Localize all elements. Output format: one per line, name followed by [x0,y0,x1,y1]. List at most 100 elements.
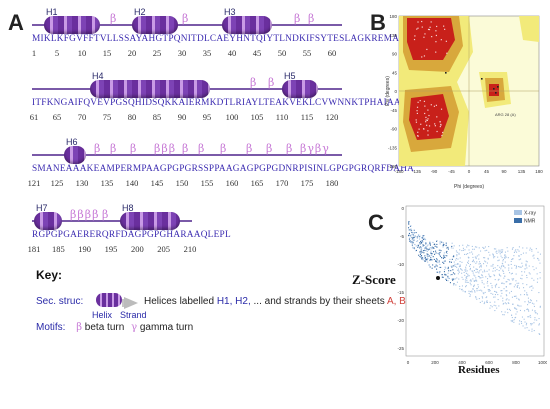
phi-tick-label: -45 [448,169,455,174]
xray-point [483,269,485,271]
xray-point [510,260,512,262]
xray-point [521,322,523,324]
residue-point [435,41,437,43]
nmr-point [431,259,433,261]
residue-number: 61 [29,112,39,122]
nmr-point [445,251,447,253]
xray-point [494,310,496,312]
residue-number: 120 [325,112,339,122]
xray-point [447,272,449,274]
xray-point [511,314,513,316]
xray-point [475,256,477,258]
xray-point [410,241,412,243]
xray-point [413,232,415,234]
xray-point [488,246,490,248]
xray-point [481,274,483,276]
xray-point [469,269,471,271]
xray-point [514,284,516,286]
xray-point [516,311,518,313]
xray-point [468,275,470,277]
residue-point [425,116,427,119]
panel-c-zscore-plot: 0 -5 -10 -15 -20 -25 0 200 400 600 800 1000 X-ray … [392,204,549,404]
phi-tick-label: -90 [431,169,438,174]
residue-point [417,101,419,103]
zscore-y-tick: -20 [397,318,404,323]
residue-point [436,130,438,133]
helix-h6 [64,146,86,164]
residue-number: 90 [177,112,187,122]
xray-point [523,287,525,289]
xray-point [486,270,488,272]
xray-point [496,292,498,294]
nmr-point [410,235,412,237]
zscore-svg: 0-5-10-15-20-25 0 200 400 600 800 1000 X-ray … [397,205,549,365]
xray-point [495,305,497,307]
xray-point [476,261,478,263]
xray-point [520,294,522,296]
nmr-point [445,242,447,244]
xray-point [459,257,461,259]
helix-label: H2 [134,7,146,17]
key-sec-struc-label: Sec. struc: [36,296,84,307]
xray-point [409,234,411,236]
xray-point [459,285,461,287]
nmr-point [429,243,431,245]
nmr-point [453,283,455,285]
zscore-x-tick: 1000 [538,360,547,365]
nmr-point [424,249,426,251]
nmr-point [438,253,440,255]
xray-point [494,294,496,296]
key-desc-helices: H1, H2, [216,296,251,307]
xray-point [514,295,516,297]
xray-point [473,280,475,282]
xray-point [459,261,461,263]
xray-point [435,258,437,260]
xray-point [445,255,447,257]
xray-point [539,306,541,308]
xray-point [458,270,460,272]
xray-point [520,305,522,307]
residue-point [436,116,438,118]
xray-point [519,320,521,322]
xray-point [513,251,515,253]
residue-number: 155 [200,178,214,188]
xray-point [489,307,491,309]
xray-point [445,243,447,245]
residue-point [426,48,428,51]
phi-tick-label: 135 [518,169,526,174]
xray-point [467,281,469,283]
key-helix-icon [96,293,122,307]
backbone-line [32,154,342,156]
nmr-point [419,251,421,253]
nmr-point [429,255,431,257]
residue-point [430,104,432,106]
xray-point [464,249,466,251]
xray-point [453,245,455,247]
xray-point [516,308,518,310]
nmr-point [452,272,454,274]
nmr-point [438,260,440,262]
xray-point [536,281,538,283]
xray-point [503,265,505,267]
xray-point [483,247,485,249]
xray-point [435,265,437,267]
xray-point [533,279,535,281]
nmr-point [429,266,431,268]
residue-number: 60 [327,48,337,58]
xray-point [520,266,522,268]
xray-point [477,286,479,288]
nmr-point [452,265,454,267]
residue-point [429,26,431,28]
residue-point [415,121,418,123]
xray-point [530,324,532,326]
xray-point [475,280,477,282]
nmr-point [431,267,433,269]
xray-point [459,249,461,251]
xray-point [528,316,530,318]
nmr-point [448,270,450,272]
residue-number: 210 [183,244,197,254]
xray-point [512,258,514,260]
nmr-point [422,237,424,239]
residue-point [423,128,425,130]
xray-point [475,296,477,298]
